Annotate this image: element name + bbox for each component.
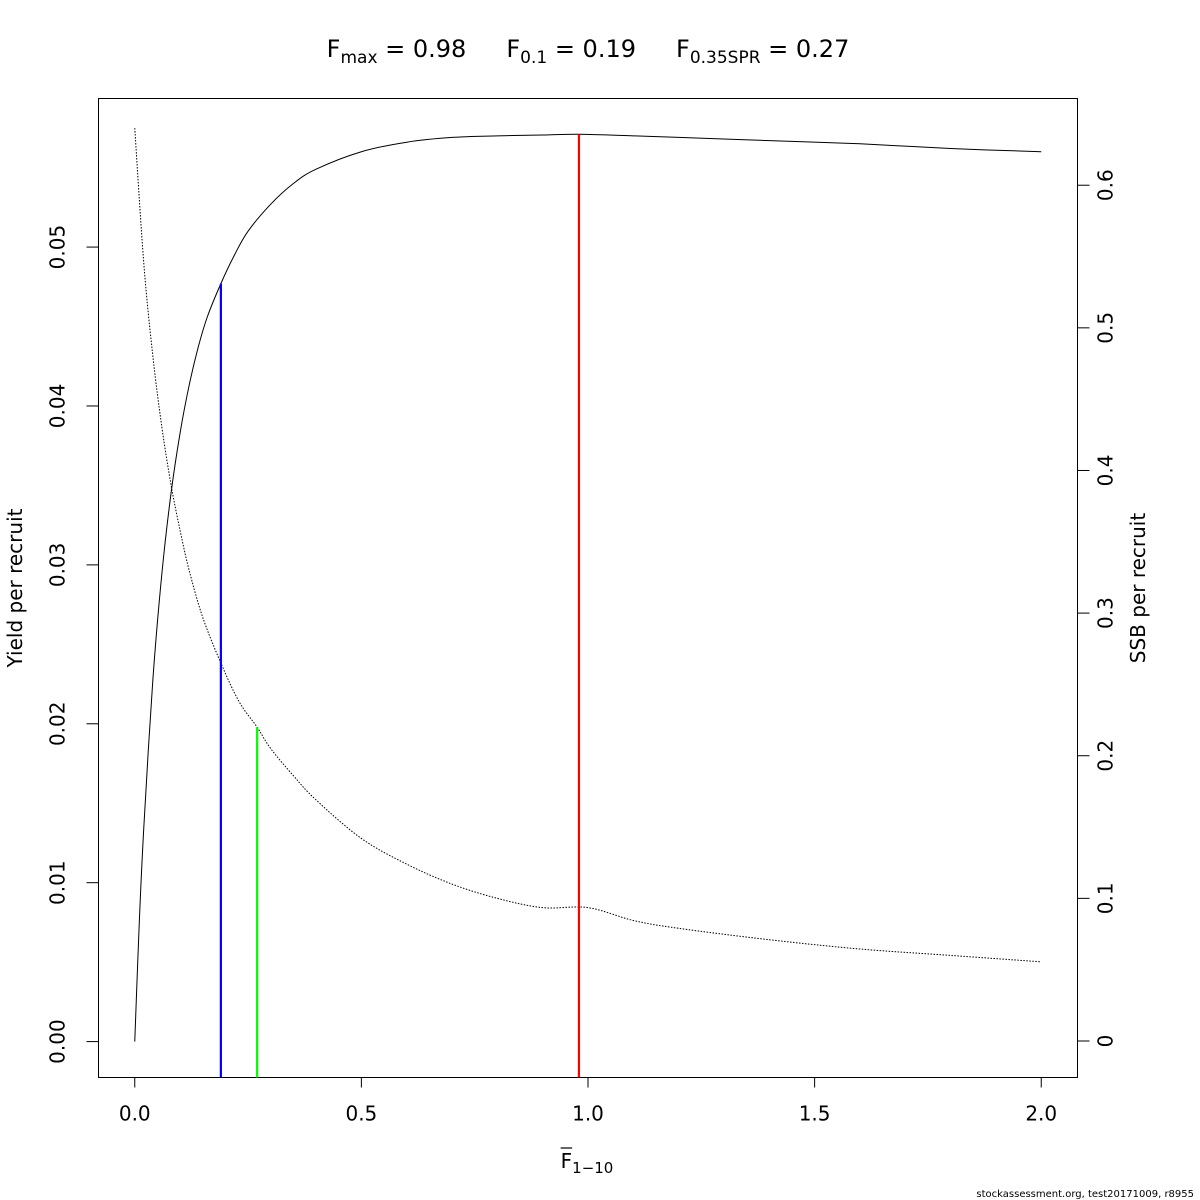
y-tick-label: 0.02	[46, 702, 70, 747]
y2-tick-label: 0	[1094, 1035, 1118, 1048]
title-f01-value: = 0.19	[547, 35, 636, 63]
y2-tick-label: 0.3	[1094, 597, 1118, 629]
title-fspr-subscript: 0.35SPR	[690, 48, 761, 68]
x-axis-label-subscript: 1−10	[572, 1159, 613, 1177]
y-tick-label: 0.00	[46, 1019, 70, 1064]
y-axis-label: Yield per recruit	[3, 508, 27, 668]
y2-tick-label: 0.4	[1094, 455, 1118, 487]
y-axis-right: 0 0.1 0.2 0.3 0.4 0.5 0.6	[1077, 169, 1118, 1048]
x-axis-label: F1−10	[561, 1149, 614, 1177]
x-tick-label: 2.0	[1025, 1102, 1057, 1126]
footer-credit: stockassessment.org, test20171009, r8955	[976, 1189, 1194, 1200]
chart-title: Fmax = 0.98 F0.1 = 0.19 F0.35SPR = 0.27	[327, 35, 850, 68]
title-f01-subscript: 0.1	[520, 48, 547, 68]
title-f01-symbol: F	[506, 35, 520, 63]
title-fspr-value: = 0.27	[761, 35, 850, 63]
y-tick-label: 0.05	[46, 225, 70, 270]
y2-tick-label: 0.6	[1094, 169, 1118, 201]
reference-lines	[219, 134, 581, 1078]
title-fspr-symbol: F	[676, 35, 690, 63]
title-fmax-subscript: max	[340, 48, 377, 68]
x-tick-label: 0.5	[345, 1102, 377, 1126]
title-fmax-symbol: F	[327, 35, 341, 63]
y2-axis-label: SSB per recruit	[1126, 513, 1150, 664]
x-axis: 0.0 0.5 1.0 1.5 2.0	[119, 1077, 1057, 1126]
y2-tick-label: 0.2	[1094, 740, 1118, 772]
x-tick-label: 1.5	[799, 1102, 831, 1126]
yield-per-recruit-line	[134, 133, 1042, 1042]
y-axis-left: 0.00 0.01 0.02 0.03 0.04 0.05	[46, 225, 99, 1064]
x-tick-label: 0.0	[119, 1102, 151, 1126]
y2-tick-label: 0.5	[1094, 312, 1118, 344]
x-tick-label: 1.0	[572, 1102, 604, 1126]
plot-frame	[98, 98, 1078, 1078]
ssb-per-recruit-line	[134, 128, 1042, 963]
title-fmax-value: = 0.98	[378, 35, 467, 63]
x-axis-label-symbol: F	[561, 1149, 573, 1173]
y2-tick-label: 0.1	[1094, 882, 1118, 914]
y-tick-label: 0.03	[46, 543, 70, 588]
series-layer	[134, 128, 1042, 1042]
y-tick-label: 0.01	[46, 860, 70, 905]
y-tick-label: 0.04	[46, 384, 70, 429]
